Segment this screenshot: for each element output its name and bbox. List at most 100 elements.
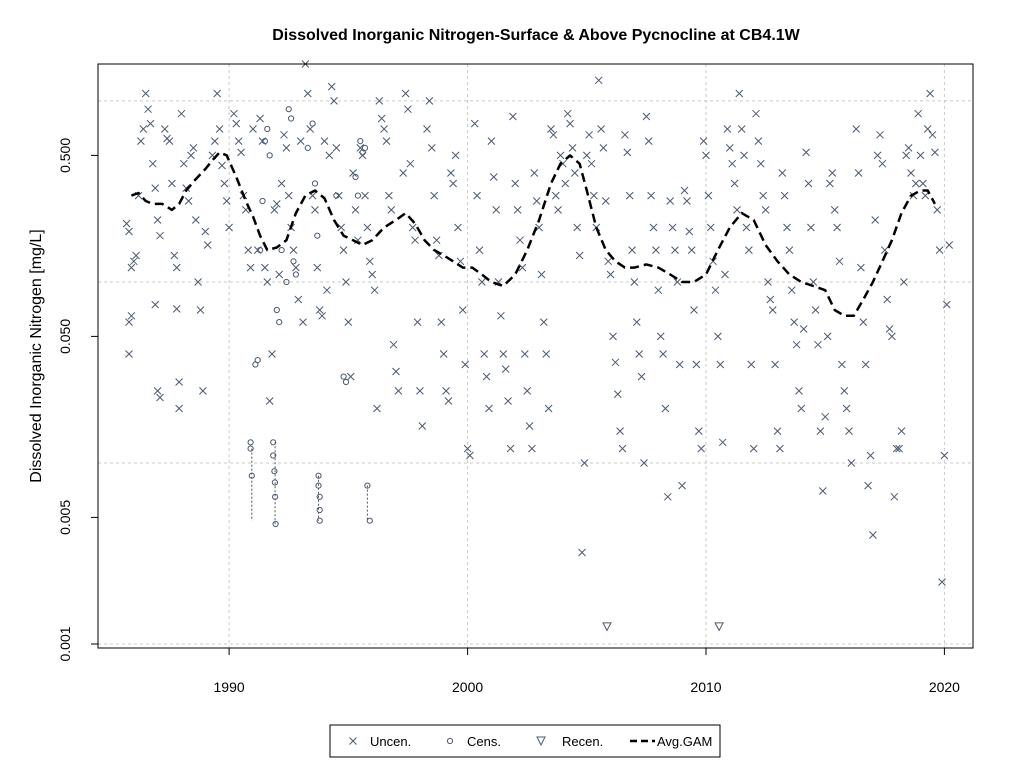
cens-point-25 bbox=[309, 120, 316, 127]
uncen-point-196 bbox=[587, 159, 596, 168]
uncen-point-67 bbox=[272, 200, 281, 208]
uncen-point-110 bbox=[375, 97, 384, 105]
y-tick-label-0: 0.001 bbox=[57, 626, 73, 661]
uncen-point-123 bbox=[408, 223, 417, 232]
uncen-point-269 bbox=[761, 206, 770, 214]
uncen-point-1 bbox=[125, 227, 133, 236]
uncen-point-304 bbox=[845, 427, 853, 435]
uncen-point-46 bbox=[218, 161, 226, 170]
uncen-point-253 bbox=[723, 125, 732, 133]
uncen-point-56 bbox=[244, 246, 253, 254]
cens-point-33 bbox=[333, 192, 340, 199]
uncen-point-172 bbox=[530, 169, 539, 177]
uncen-point-217 bbox=[637, 372, 646, 381]
uncen-point-272 bbox=[768, 306, 777, 314]
uncen-point-213 bbox=[628, 246, 636, 254]
uncen-point-194 bbox=[582, 151, 591, 160]
uncen-point-259 bbox=[737, 125, 746, 133]
recen-point-0 bbox=[602, 622, 612, 632]
uncen-point-295 bbox=[823, 332, 832, 341]
cens-point-42 bbox=[366, 517, 373, 524]
cens-point-28 bbox=[315, 472, 322, 479]
uncen-point-245 bbox=[704, 191, 713, 200]
cens-point-36 bbox=[352, 173, 359, 181]
uncen-point-265 bbox=[752, 109, 760, 118]
uncen-point-129 bbox=[425, 97, 434, 105]
uncen-point-179 bbox=[547, 125, 555, 133]
uncen-point-271 bbox=[766, 295, 775, 304]
uncen-point-145 bbox=[463, 444, 472, 453]
uncen-point-287 bbox=[804, 179, 813, 188]
x-tick-label-2: 2010 bbox=[690, 679, 721, 695]
uncen-point-170 bbox=[525, 422, 534, 430]
uncen-point-37 bbox=[194, 278, 202, 286]
cens-point-16 bbox=[273, 306, 280, 314]
uncen-point-135 bbox=[439, 350, 448, 358]
uncen-point-70 bbox=[280, 130, 288, 139]
uncen-point-229 bbox=[666, 197, 675, 205]
uncen-point-322 bbox=[890, 492, 899, 501]
uncen-point-306 bbox=[852, 125, 861, 133]
uncen-point-258 bbox=[735, 89, 744, 98]
x-tick-label-1: 2000 bbox=[452, 679, 483, 695]
cens-point-15 bbox=[272, 520, 279, 528]
uncen-point-60 bbox=[256, 114, 264, 123]
uncen-point-138 bbox=[447, 169, 455, 177]
uncen-point-62 bbox=[261, 263, 269, 272]
uncen-point-126 bbox=[416, 387, 424, 395]
uncen-point-31 bbox=[179, 159, 188, 168]
uncen-point-209 bbox=[618, 444, 627, 453]
uncen-point-284 bbox=[797, 404, 806, 413]
uncen-point-235 bbox=[680, 186, 689, 195]
uncen-point-127 bbox=[418, 422, 427, 430]
uncen-point-87 bbox=[320, 137, 329, 145]
uncen-point-318 bbox=[880, 246, 889, 254]
uncen-point-173 bbox=[532, 197, 541, 205]
uncen-point-134 bbox=[437, 318, 446, 326]
uncen-point-267 bbox=[756, 159, 765, 168]
uncen-point-321 bbox=[888, 332, 896, 341]
uncen-point-260 bbox=[740, 151, 748, 160]
cens-point-10 bbox=[270, 452, 277, 459]
cens-point-24 bbox=[304, 144, 311, 151]
uncen-point-290 bbox=[811, 306, 820, 314]
uncen-point-155 bbox=[489, 173, 498, 181]
uncen-point-136 bbox=[442, 387, 450, 395]
legend-uncen-marker bbox=[349, 737, 357, 745]
uncen-point-99 bbox=[349, 169, 357, 177]
uncen-point-47 bbox=[220, 179, 229, 188]
cens-point-5 bbox=[257, 247, 264, 254]
uncen-point-21 bbox=[160, 125, 169, 133]
uncen-point-106 bbox=[365, 257, 374, 266]
uncen-point-338 bbox=[928, 130, 937, 139]
uncen-point-216 bbox=[635, 350, 644, 358]
uncen-point-276 bbox=[778, 169, 787, 177]
uncen-point-320 bbox=[885, 325, 894, 333]
uncen-point-233 bbox=[675, 360, 684, 369]
uncen-point-154 bbox=[487, 137, 496, 145]
gam-line-path bbox=[130, 151, 937, 318]
uncen-point-310 bbox=[861, 360, 870, 369]
uncen-point-3 bbox=[129, 257, 138, 266]
uncen-point-177 bbox=[542, 350, 551, 358]
uncen-point-185 bbox=[561, 179, 570, 188]
uncen-point-324 bbox=[895, 444, 903, 453]
uncen-point-27 bbox=[172, 305, 181, 313]
cens-point-30 bbox=[316, 493, 323, 500]
legend-item-gam: Avg.GAM bbox=[630, 734, 712, 749]
uncen-point-18 bbox=[151, 300, 160, 309]
uncen-point-28 bbox=[175, 378, 183, 386]
uncen-point-301 bbox=[838, 360, 846, 369]
cens-point-40 bbox=[361, 144, 369, 151]
uncen-point-336 bbox=[923, 125, 932, 133]
uncen-point-164 bbox=[511, 179, 520, 188]
uncen-point-48 bbox=[222, 197, 231, 205]
uncen-point-50 bbox=[230, 109, 238, 118]
uncen-point-96 bbox=[342, 278, 350, 286]
uncen-point-302 bbox=[840, 387, 849, 395]
uncen-point-193 bbox=[580, 459, 589, 467]
uncen-point-78 bbox=[299, 318, 307, 326]
uncen-point-294 bbox=[821, 412, 830, 421]
uncen-point-227 bbox=[661, 404, 670, 413]
cens-point-34 bbox=[340, 373, 347, 380]
